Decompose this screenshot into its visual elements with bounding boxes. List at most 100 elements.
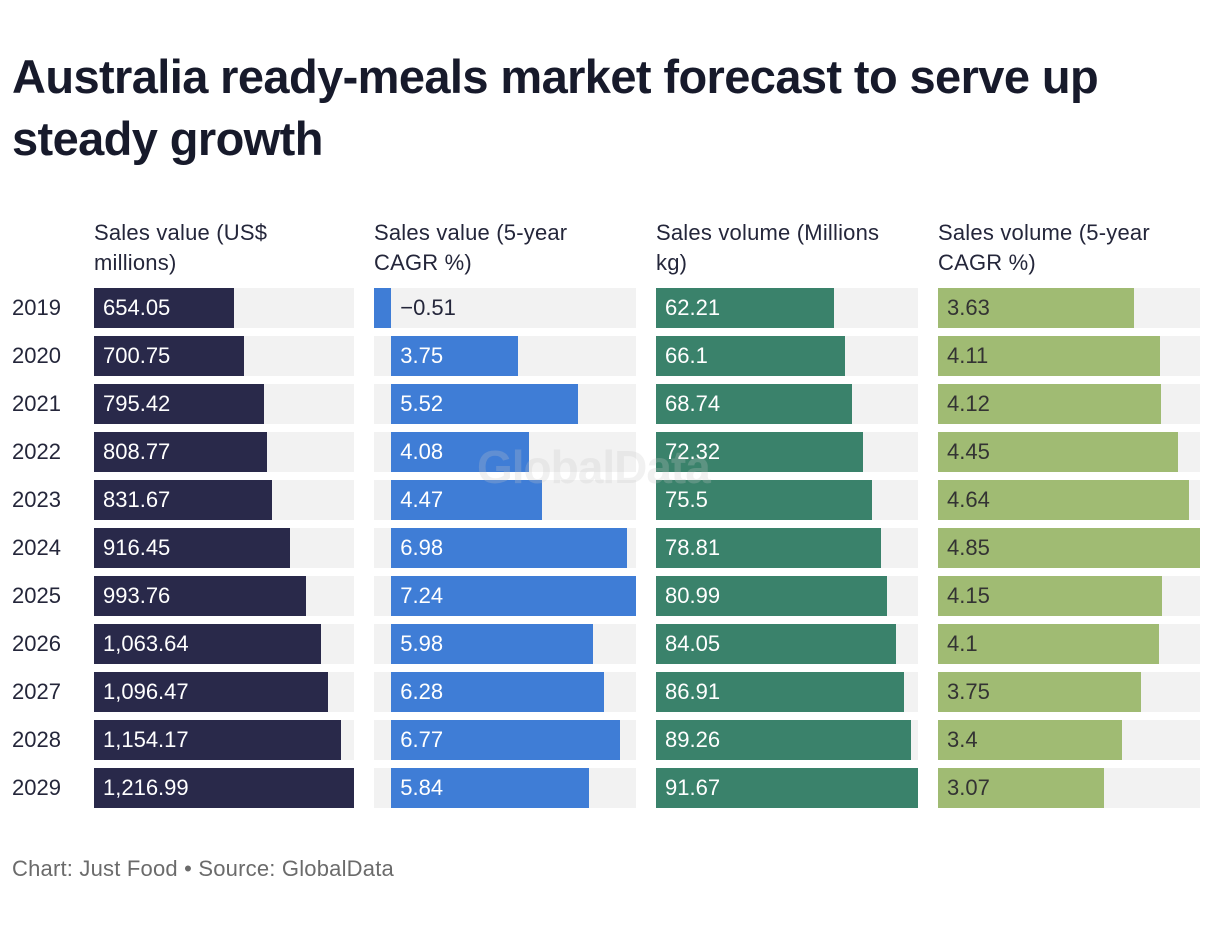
bar (94, 480, 272, 520)
year-label: 2028 (12, 727, 61, 752)
bar (938, 768, 1104, 808)
bar-value-label: 4.08 (400, 439, 444, 464)
bar-value-label: 1,216.99 (103, 775, 189, 800)
bar (656, 432, 863, 472)
bar-value-label: 62.21 (665, 295, 721, 320)
bar-value-label: 78.81 (665, 535, 721, 560)
bar (938, 288, 1135, 328)
bar-value-label: 916.45 (103, 535, 171, 560)
chart-title: Australia ready-meals market forecast to… (12, 50, 1099, 165)
bar-value-label: 831.67 (103, 487, 171, 512)
year-label: 2021 (12, 391, 61, 416)
year-label: 2019 (12, 295, 61, 320)
bar (656, 528, 882, 568)
bar-value-label: 5.84 (400, 775, 444, 800)
bar (94, 336, 244, 376)
bar-value-label: 84.05 (665, 631, 721, 656)
column-header: Sales volume (Millions kg) (656, 220, 880, 275)
bar-value-label: 6.77 (400, 727, 444, 752)
bar (94, 528, 290, 568)
bar (938, 336, 1161, 376)
bar-value-label: 1,063.64 (103, 631, 189, 656)
bar (94, 576, 307, 616)
year-label: 2029 (12, 775, 61, 800)
bar-value-label: 700.75 (103, 343, 171, 368)
bar (656, 720, 912, 760)
bar (391, 528, 628, 568)
bar (938, 720, 1122, 760)
bar (656, 384, 853, 424)
column-header: Sales volume (5-year CAGR %) (938, 220, 1150, 275)
year-label: 2027 (12, 679, 61, 704)
bar (938, 432, 1179, 472)
bar (94, 432, 267, 472)
bar-value-label: 3.75 (947, 679, 990, 704)
bar (391, 384, 578, 424)
bar (391, 768, 589, 808)
bar (938, 576, 1163, 616)
bar-value-label: 3.07 (947, 775, 990, 800)
bar-value-label: 4.64 (947, 487, 990, 512)
bar-value-label: 4.12 (947, 391, 990, 416)
bar (938, 384, 1161, 424)
bar (374, 288, 392, 328)
bar (94, 624, 322, 664)
bar (938, 624, 1160, 664)
bar (938, 528, 1200, 568)
bar-value-label: 4.45 (947, 439, 990, 464)
bar (391, 336, 518, 376)
column-header: Sales value (US$ millions) (94, 220, 268, 275)
year-label: 2025 (12, 583, 61, 608)
bar-value-label: 3.75 (400, 343, 444, 368)
bar (656, 768, 918, 808)
bar (391, 624, 594, 664)
bar-value-label: 68.74 (665, 391, 721, 416)
bar-value-label: 72.32 (665, 439, 721, 464)
bar (656, 480, 872, 520)
year-label: 2020 (12, 343, 61, 368)
bar-value-label: 1,154.17 (103, 727, 189, 752)
bar-value-label: 993.76 (103, 583, 171, 608)
bar (938, 480, 1189, 520)
bar (94, 672, 329, 712)
bar (391, 480, 543, 520)
bar (391, 672, 604, 712)
bar-value-label: 7.24 (400, 583, 444, 608)
bar-value-label: 5.52 (400, 391, 444, 416)
bar-value-label: 5.98 (400, 631, 444, 656)
bar-value-label: 4.47 (400, 487, 444, 512)
bar-value-label: 89.26 (665, 727, 721, 752)
bar (391, 432, 530, 472)
bar-value-label: 80.99 (665, 583, 721, 608)
bar-track (374, 288, 636, 328)
bar (94, 384, 264, 424)
bar-value-label: 1,096.47 (103, 679, 189, 704)
chart-source-footer: Chart: Just Food • Source: GlobalData (12, 856, 394, 881)
bar (391, 720, 621, 760)
bar (656, 336, 845, 376)
column-header: Sales value (5-year CAGR %) (374, 220, 568, 275)
bar-value-label: 4.11 (947, 343, 989, 368)
bar-value-label: 4.85 (947, 535, 990, 560)
bar (391, 576, 636, 616)
bar-value-label: 75.5 (665, 487, 708, 512)
bar-value-label: −0.51 (400, 295, 456, 320)
bar-value-label: 6.28 (400, 679, 444, 704)
bar-value-label: 86.91 (665, 679, 721, 704)
bar (656, 288, 834, 328)
bar (656, 576, 888, 616)
bar (94, 288, 234, 328)
bar-value-label: 808.77 (103, 439, 171, 464)
bar (94, 768, 354, 808)
bar-value-label: 91.67 (665, 775, 721, 800)
year-label: 2022 (12, 439, 61, 464)
bar (938, 672, 1141, 712)
bar (656, 672, 905, 712)
bar (94, 720, 341, 760)
bar-value-label: 6.98 (400, 535, 444, 560)
bar-value-label: 654.05 (103, 295, 171, 320)
bar-value-label: 4.15 (947, 583, 990, 608)
bar-value-label: 3.63 (947, 295, 990, 320)
bar-value-label: 3.4 (947, 727, 978, 752)
bar-value-label: 66.1 (665, 343, 708, 368)
